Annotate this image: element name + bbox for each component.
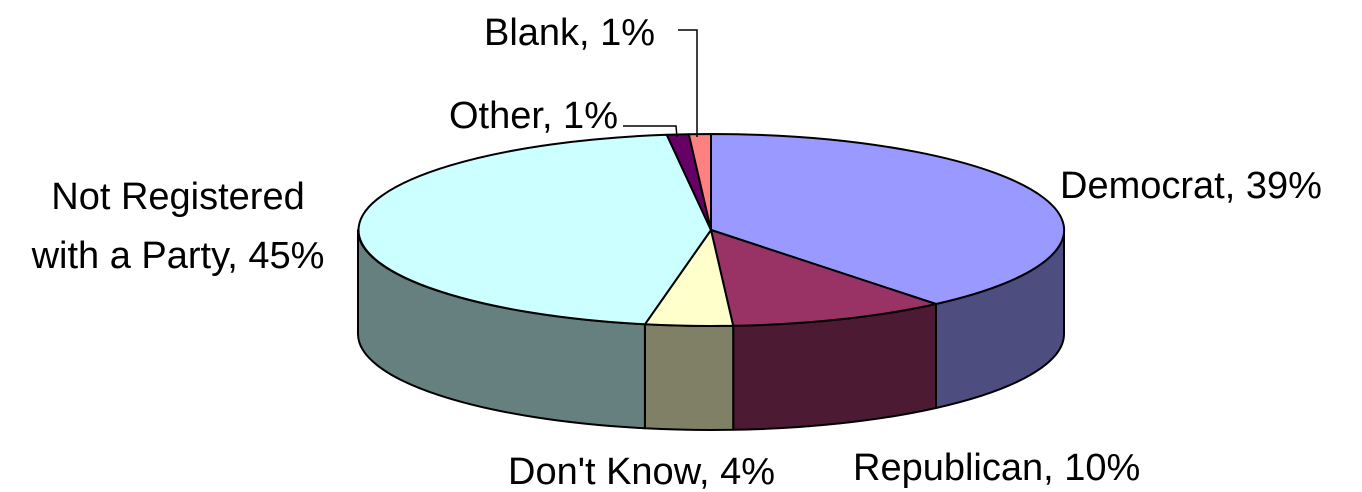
leader-line-other	[623, 125, 678, 138]
label-blank: Blank, 1%	[484, 12, 655, 54]
slice-side-don-t-know	[643, 323, 735, 431]
pie-top-slices	[357, 133, 1066, 327]
label-dont-know: Don't Know, 4%	[508, 451, 775, 492]
slice-republican	[710, 229, 937, 327]
leader-lines	[623, 29, 698, 138]
label-not-registered-line2: with a Party, 45%	[31, 235, 325, 277]
leader-line-blank	[678, 29, 698, 137]
slice-not-registered-with-a-party	[357, 133, 712, 326]
slice-blank	[687, 133, 712, 231]
slice-democrat	[710, 133, 1066, 305]
label-democrat: Democrat, 39%	[1060, 165, 1322, 207]
label-republican: Republican, 10%	[853, 447, 1140, 489]
label-not-registered-line1: Not Registered	[51, 176, 304, 218]
pie-sides	[357, 229, 1065, 431]
label-other: Other, 1%	[449, 95, 618, 137]
